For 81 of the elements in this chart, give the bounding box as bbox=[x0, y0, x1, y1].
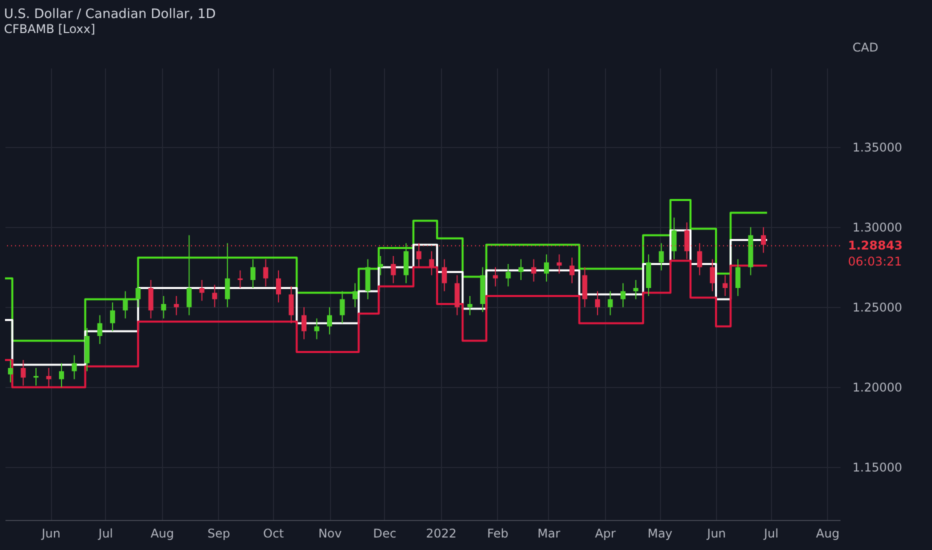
candlestick bbox=[416, 242, 422, 268]
text: 06:03:21 bbox=[848, 254, 902, 269]
candlestick bbox=[59, 362, 64, 388]
candlestick bbox=[544, 254, 549, 282]
x-tick-label: Sep bbox=[207, 526, 230, 540]
x-tick-label: Nov bbox=[318, 526, 342, 540]
candlestick bbox=[340, 290, 345, 324]
candlestick bbox=[582, 266, 588, 308]
x-tick-label: 2022 bbox=[426, 526, 457, 540]
candlestick bbox=[531, 258, 536, 282]
candlestick bbox=[46, 368, 52, 388]
candlestick bbox=[633, 280, 638, 300]
candlestick bbox=[148, 280, 154, 319]
candlestick bbox=[212, 284, 218, 308]
candlestick bbox=[620, 282, 626, 308]
candlestick bbox=[697, 242, 702, 276]
y-tick-label: 1.30000 bbox=[852, 220, 902, 235]
candlestick bbox=[570, 257, 574, 284]
candlestick bbox=[97, 314, 102, 344]
candlestick bbox=[442, 258, 447, 292]
x-tick-label: Mar bbox=[537, 526, 560, 540]
candlestick bbox=[224, 242, 230, 308]
candlestick bbox=[136, 280, 141, 308]
y-tick-label: 1.15000 bbox=[852, 460, 902, 475]
candlestick bbox=[314, 318, 320, 340]
candlestick bbox=[301, 306, 306, 340]
candlestick bbox=[174, 296, 179, 316]
y-tick-label: 1.25000 bbox=[852, 300, 902, 315]
candlestick bbox=[263, 258, 268, 287]
x-tick-label: May bbox=[648, 526, 672, 540]
candlestick bbox=[429, 250, 434, 276]
candlestick bbox=[327, 306, 332, 335]
candlestick bbox=[72, 354, 77, 380]
candlestick bbox=[33, 368, 38, 386]
y-axis-title: CAD bbox=[852, 40, 878, 54]
candlestick bbox=[467, 296, 472, 316]
candlestick bbox=[608, 290, 613, 316]
candlestick bbox=[404, 242, 409, 284]
candlestick bbox=[378, 256, 384, 276]
candlestick bbox=[20, 360, 26, 386]
x-tick-label: Aug bbox=[150, 526, 174, 540]
x-tick-label: Oct bbox=[263, 526, 284, 540]
candlestick bbox=[250, 258, 256, 288]
candlestick bbox=[760, 226, 766, 254]
candlestick bbox=[186, 234, 192, 316]
candlestick bbox=[595, 290, 600, 316]
candlestick bbox=[365, 258, 370, 300]
x-tick-label: Aug bbox=[816, 526, 840, 540]
candlestick bbox=[390, 256, 396, 284]
candlestick bbox=[556, 254, 562, 274]
candlestick bbox=[199, 280, 204, 302]
chart-subtitle: CFBAMB [Loxx] bbox=[4, 22, 96, 36]
candlestick bbox=[8, 360, 13, 383]
candlestick bbox=[238, 270, 243, 288]
y-tick-label: 1.35000 bbox=[852, 140, 902, 155]
candlestick bbox=[684, 222, 690, 260]
candlestick bbox=[722, 274, 728, 296]
x-tick-label: Jul bbox=[98, 526, 114, 540]
y-tick-label: 1.20000 bbox=[852, 380, 902, 395]
candlestick bbox=[122, 290, 128, 319]
candlestick bbox=[506, 264, 511, 287]
candlestick bbox=[110, 302, 116, 332]
candlestick bbox=[352, 282, 358, 308]
candlestick bbox=[288, 286, 294, 324]
candlestick bbox=[735, 258, 740, 296]
candlestick bbox=[454, 274, 460, 316]
candlestick bbox=[710, 258, 715, 292]
x-tick-label: Jun bbox=[40, 526, 60, 540]
x-tick-label: Jul bbox=[762, 526, 778, 540]
x-tick-label: Apr bbox=[594, 526, 616, 540]
candlestick bbox=[276, 270, 281, 303]
x-tick-label: Dec bbox=[373, 526, 396, 540]
chart-title: U.S. Dollar / Canadian Dollar, 1D bbox=[4, 7, 216, 22]
candlestick bbox=[658, 242, 664, 271]
x-tick-label: Feb bbox=[487, 526, 508, 540]
candlestick bbox=[161, 296, 166, 319]
candlestick bbox=[492, 266, 498, 287]
ref-line-label: 1.28843 bbox=[848, 238, 903, 253]
candlestick bbox=[518, 258, 524, 280]
candlestick bbox=[672, 217, 677, 260]
x-tick-label: Jun bbox=[706, 526, 726, 540]
